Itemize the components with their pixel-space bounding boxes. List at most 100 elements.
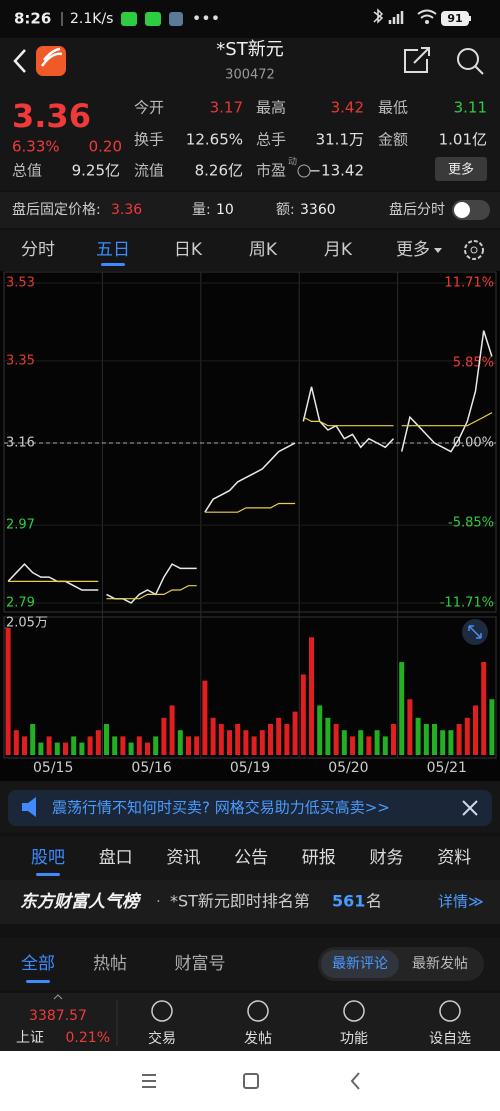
chart-tab[interactable]: 更多	[396, 240, 430, 260]
nav-icon[interactable]	[439, 1000, 461, 1022]
volume-bar	[153, 736, 159, 755]
price-line	[204, 442, 296, 513]
banner-text[interactable]: 震荡行情不知何时买卖? 网格交易助力低买高卖>>	[52, 799, 390, 817]
share-icon[interactable]	[404, 47, 430, 73]
settings-icon-core	[470, 246, 478, 254]
back-icon[interactable]	[13, 49, 26, 73]
volume-bar	[333, 724, 339, 755]
chart-tab[interactable]: 周K	[249, 240, 278, 260]
ranking-bar[interactable]	[0, 880, 500, 924]
quote-label: 最高	[256, 99, 286, 117]
volume-bar	[374, 730, 380, 755]
y2-tick-label: -11.71%	[440, 596, 494, 611]
settings-icon[interactable]	[464, 240, 484, 260]
volume-bar	[71, 736, 77, 755]
wifi-icon	[417, 9, 437, 19]
chart-tab[interactable]: 五日	[96, 240, 130, 260]
chart-tabs-bar	[0, 230, 500, 271]
price-line	[400, 330, 493, 453]
price-line	[401, 412, 493, 427]
volume-bar	[136, 736, 142, 755]
volume-bar	[423, 724, 429, 755]
battery-tip	[469, 16, 471, 21]
info-icon	[297, 164, 311, 178]
volume-bar	[210, 717, 216, 755]
close-banner-icon[interactable]	[462, 800, 478, 816]
info-tab[interactable]: 财务	[370, 848, 404, 868]
nav-label[interactable]: 发帖	[244, 1031, 272, 1047]
menu-key[interactable]	[142, 1074, 156, 1088]
volume-bar	[54, 742, 60, 755]
y-tick-label: 2.79	[6, 596, 35, 611]
home-key[interactable]	[243, 1073, 259, 1089]
nav-icon[interactable]	[151, 1000, 173, 1022]
battery-icon	[441, 11, 469, 26]
info-tab[interactable]: 股吧	[31, 848, 65, 868]
volume-bar	[95, 730, 101, 755]
status-bar	[0, 0, 500, 38]
quote-label: 今开	[134, 99, 164, 117]
wifi-dot	[425, 20, 429, 24]
after-hours-label: 量:	[192, 202, 211, 218]
x-tick-label: 05/19	[230, 760, 270, 776]
bottom-nav	[0, 993, 500, 1051]
quote-label: 金额	[378, 131, 408, 149]
info-tab[interactable]: 资讯	[166, 848, 200, 868]
volume-bar	[259, 730, 265, 755]
volume-bar	[177, 730, 183, 755]
expand-icon	[468, 625, 482, 639]
volume-bar	[128, 742, 134, 755]
active-tab-indicator	[36, 873, 60, 876]
feed-tab[interactable]: 财富号	[175, 954, 226, 974]
info-tab[interactable]: 研报	[302, 848, 336, 868]
nav-icon[interactable]	[247, 1000, 269, 1022]
nav-icon[interactable]	[343, 1000, 365, 1022]
volume-bar	[30, 724, 36, 755]
index-value: 3387.57	[29, 1008, 87, 1024]
volume-bar	[415, 717, 421, 755]
volume-bar	[481, 662, 487, 755]
info-tab[interactable]: 资料	[437, 848, 471, 868]
volume-bar	[440, 730, 446, 755]
volume-bar	[5, 628, 11, 755]
banner-pill[interactable]	[8, 790, 492, 826]
nav-label[interactable]: 交易	[148, 1030, 176, 1047]
ranking-unit: 名	[366, 892, 382, 911]
y2-tick-label: 11.71%	[444, 276, 494, 291]
sort-option[interactable]: 最新评论	[332, 956, 388, 972]
index-change: 0.21%	[66, 1030, 110, 1046]
chart-tab[interactable]: 月K	[324, 240, 353, 260]
search-icon[interactable]	[457, 48, 479, 70]
feed-tab[interactable]: 全部	[21, 954, 55, 974]
volume-bar	[63, 742, 68, 755]
chart-tab[interactable]: 日K	[174, 240, 203, 260]
nav-label[interactable]: 功能	[340, 1031, 368, 1047]
ranking-link[interactable]: 详情≫	[438, 893, 484, 911]
quote-label: 换手	[134, 131, 164, 149]
price-line	[303, 416, 394, 427]
feed-tab[interactable]: 热帖	[93, 954, 127, 974]
volume-bar	[341, 730, 347, 755]
quote-value: 12.65%	[186, 131, 243, 149]
sort-option[interactable]: 最新发帖	[412, 956, 468, 972]
volume-bar	[366, 736, 372, 755]
y2-tick-label: -5.85%	[448, 515, 494, 530]
quote-value: 9.25亿	[72, 162, 120, 180]
volume-bar	[46, 736, 52, 755]
quote-value: 3.42	[331, 99, 364, 117]
after-hours-bar	[0, 192, 500, 228]
after-hours-toggle-label: 盘后分时	[389, 201, 445, 218]
status-more: •••	[192, 9, 220, 28]
info-tab[interactable]: 盘口	[99, 848, 133, 868]
info-tab[interactable]: 公告	[234, 848, 268, 868]
volume-bar	[276, 717, 282, 755]
nav-label[interactable]: 设自选	[429, 1031, 471, 1047]
chart-tab[interactable]: 分时	[21, 240, 55, 260]
volume-bar	[251, 736, 257, 755]
more-button[interactable]	[435, 157, 487, 181]
volume-bar	[432, 724, 437, 755]
back-key[interactable]	[350, 1072, 360, 1090]
volume-bar	[112, 736, 118, 755]
chart-frame	[3, 271, 497, 613]
